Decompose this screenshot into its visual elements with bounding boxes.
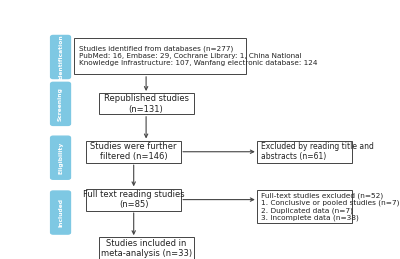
Text: Eligibility: Eligibility: [58, 142, 63, 174]
FancyBboxPatch shape: [86, 189, 181, 211]
Text: Included: Included: [58, 198, 63, 227]
Text: Excluded by reading title and
abstracts (n=61): Excluded by reading title and abstracts …: [261, 142, 374, 161]
FancyBboxPatch shape: [257, 190, 352, 223]
FancyBboxPatch shape: [51, 136, 70, 179]
Text: Full text reading studies
(n=85): Full text reading studies (n=85): [83, 190, 184, 209]
Text: Studies were further
filtered (n=146): Studies were further filtered (n=146): [90, 142, 177, 161]
FancyBboxPatch shape: [99, 238, 194, 259]
Text: Full-text studies excluded (n=52)
1. Conclusive or pooled studies (n=7)
2. Dupli: Full-text studies excluded (n=52) 1. Con…: [261, 192, 399, 221]
Text: Republished studies
(n=131): Republished studies (n=131): [104, 94, 189, 114]
FancyBboxPatch shape: [51, 82, 70, 125]
FancyBboxPatch shape: [51, 35, 70, 78]
FancyBboxPatch shape: [51, 191, 70, 234]
FancyBboxPatch shape: [74, 38, 246, 74]
Text: Screening: Screening: [58, 87, 63, 121]
Text: Studies identified from databases (n=277)
PubMed: 16, Embase: 29, Cochrane Libra: Studies identified from databases (n=277…: [78, 46, 317, 66]
Text: Identification: Identification: [58, 34, 63, 80]
Text: Studies included in
meta-analysis (n=33): Studies included in meta-analysis (n=33): [100, 239, 192, 258]
FancyBboxPatch shape: [86, 141, 181, 163]
FancyBboxPatch shape: [257, 141, 352, 163]
FancyBboxPatch shape: [99, 93, 194, 114]
